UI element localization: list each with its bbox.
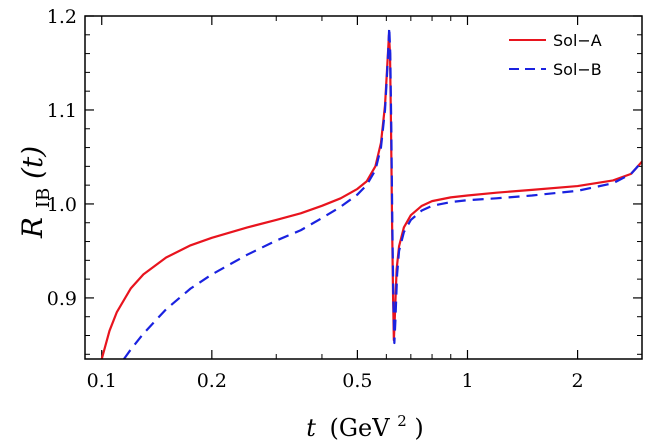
- legend: Sol−A Sol−B: [509, 31, 602, 79]
- legend-label-sol-a: Sol−A: [553, 31, 602, 50]
- y-axis-main: R: [16, 217, 49, 239]
- series-line-sol-a: [100, 33, 642, 359]
- plot-frame: [84, 15, 643, 360]
- y-tick-label: 1.1: [47, 100, 77, 122]
- y-tick-label: 1.0: [47, 194, 77, 216]
- x-tick-label: 0.1: [87, 370, 117, 392]
- x-axis-unit: (GeV: [330, 414, 391, 442]
- x-axis-unit-close: ): [414, 414, 423, 442]
- y-axis-label: R IB (t): [16, 146, 56, 239]
- x-axis-var: t: [306, 414, 316, 442]
- series-layer: [100, 26, 642, 359]
- x-tick-label: 1: [461, 370, 473, 392]
- y-tick-label: 0.9: [47, 288, 77, 310]
- x-axis-unit-sup: 2: [397, 412, 407, 430]
- series-line-sol-b: [123, 26, 642, 359]
- tick-label-layer: 0.1 0.2 0.5 1 2 0.9 1.0 1.1 1.2: [47, 6, 584, 392]
- y-axis-arg: (t): [16, 146, 49, 179]
- y-tick-label: 1.2: [47, 6, 77, 28]
- x-tick-label: 0.2: [197, 370, 227, 392]
- legend-label-sol-b: Sol−B: [553, 60, 602, 79]
- x-axis-label: t (GeV 2 ): [306, 404, 424, 442]
- x-tick-label: 2: [572, 370, 584, 392]
- y-axis-sub: IB: [33, 188, 54, 208]
- x-tick-label: 0.5: [342, 370, 372, 392]
